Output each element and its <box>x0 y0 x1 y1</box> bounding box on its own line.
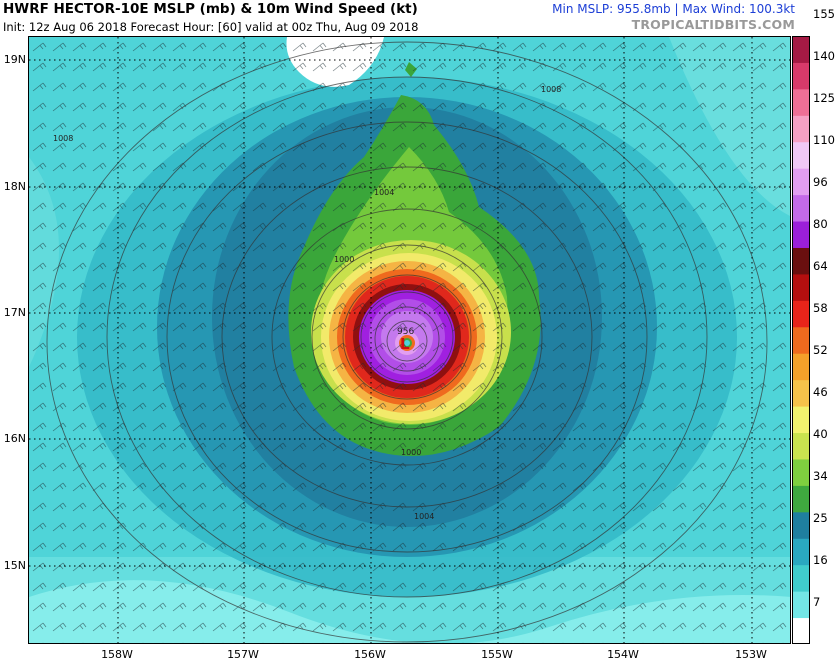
lat-label-15n: 15N <box>3 559 26 572</box>
wind-speed-colorbar <box>792 36 810 645</box>
wind-map: 1008 1008 1004 1004 1000 1000 956 L <box>28 36 791 644</box>
colorbar-label: 110 <box>813 133 835 147</box>
colorbar-label: 64 <box>813 259 828 273</box>
colorbar-swatch <box>792 353 810 381</box>
lat-label-19n: 19N <box>3 53 26 66</box>
colorbar-swatch <box>792 221 810 248</box>
colorbar-swatch <box>792 485 810 513</box>
colorbar-label: 155 <box>813 7 835 21</box>
lat-label-16n: 16N <box>3 432 26 445</box>
colorbar-label: 52 <box>813 343 828 357</box>
graticule <box>29 37 790 643</box>
colorbar-label: 34 <box>813 469 828 483</box>
colorbar-label: 58 <box>813 301 828 315</box>
map-title: HWRF HECTOR-10E MSLP (mb) & 10m Wind Spe… <box>3 1 418 17</box>
colorbar-label: 25 <box>813 511 828 525</box>
colorbar-swatch <box>792 115 810 143</box>
colorbar-swatch <box>792 194 810 222</box>
isobar-label: 1008 <box>53 134 73 143</box>
lon-label-156w: 156W <box>354 648 386 661</box>
colorbar-label: 40 <box>813 427 828 441</box>
colorbar-swatch <box>792 511 810 539</box>
colorbar-swatch <box>792 379 810 407</box>
colorbar-label: 7 <box>813 595 821 609</box>
lon-label-155w: 155W <box>481 648 513 661</box>
lon-label-157w: 157W <box>227 648 259 661</box>
colorbar-swatch <box>792 326 810 354</box>
lon-label-153w: 153W <box>735 648 767 661</box>
colorbar-swatch <box>792 617 810 645</box>
colorbar-swatch <box>792 168 810 196</box>
site-credit: TROPICALTIDBITS.COM <box>631 17 795 32</box>
colorbar-swatch <box>792 247 810 275</box>
colorbar-swatch <box>792 432 810 460</box>
isobar-label: 1004 <box>374 188 394 197</box>
colorbar-label: 140 <box>813 49 835 63</box>
lon-label-158w: 158W <box>101 648 133 661</box>
isobar-label: 1004 <box>414 512 434 521</box>
isobar-label: 1008 <box>541 85 561 94</box>
colorbar-label: 16 <box>813 553 828 567</box>
colorbar-swatch <box>792 36 810 63</box>
colorbar-swatch <box>792 88 810 116</box>
colorbar-swatch <box>792 564 810 592</box>
isobar-label: 1000 <box>401 448 421 457</box>
colorbar-swatch <box>792 300 810 328</box>
colorbar-swatch <box>792 62 810 90</box>
colorbar-swatch <box>792 538 810 566</box>
storm-stats: Min MSLP: 955.8mb | Max Wind: 100.3kt <box>552 2 795 16</box>
colorbar-label: 96 <box>813 175 828 189</box>
lon-label-154w: 154W <box>607 648 639 661</box>
colorbar-label: 125 <box>813 91 835 105</box>
colorbar-label: 80 <box>813 217 828 231</box>
colorbar-swatch <box>792 458 810 486</box>
lat-label-18n: 18N <box>3 180 26 193</box>
colorbar-border <box>792 36 810 644</box>
min-pressure-label: 956 <box>397 327 414 337</box>
wind-barbs <box>29 37 790 643</box>
init-info: Init: 12z Aug 06 2018 Forecast Hour: [60… <box>3 20 419 34</box>
isobar-label: 1000 <box>334 255 354 264</box>
colorbar-swatch <box>792 141 810 169</box>
lat-label-17n: 17N <box>3 306 26 319</box>
colorbar-label: 46 <box>813 385 828 399</box>
colorbar-swatch <box>792 406 810 434</box>
low-pressure-center: L <box>400 335 410 353</box>
colorbar-swatch <box>792 591 810 619</box>
colorbar-swatch <box>792 273 810 301</box>
isobars <box>46 41 768 643</box>
